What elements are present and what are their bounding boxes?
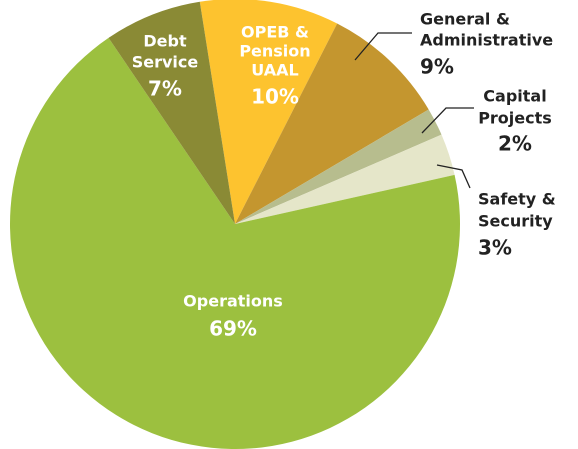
slice-label: Safety & [478, 190, 556, 209]
slice-label: Security [478, 212, 553, 231]
slice-label: Operations [183, 292, 283, 311]
slice-label: OPEB & [241, 23, 309, 42]
leader-line [421, 107, 474, 134]
slice-label: Service [132, 53, 199, 72]
value-label: 9% [420, 55, 454, 79]
pie-slice [235, 109, 442, 224]
value-label: 10% [251, 85, 299, 109]
value-label: 69% [209, 317, 257, 341]
value-label: 3% [478, 236, 512, 260]
slice-label: Pension [239, 42, 310, 61]
pie-slice [235, 23, 429, 225]
slice-label: Administrative [420, 31, 553, 50]
value-label: 7% [148, 77, 182, 101]
slice-label: Capital [483, 87, 546, 106]
leader-line [436, 164, 471, 189]
slice-label: General & [420, 10, 510, 29]
pie-slice [235, 134, 455, 224]
value-label: 2% [498, 132, 532, 156]
slice-label: Debt [143, 32, 187, 51]
leader-line [354, 32, 412, 61]
pie-slice [199, 0, 338, 224]
pie-slice [108, 1, 235, 224]
pie-slice [10, 37, 460, 449]
slice-label: UAAL [251, 61, 298, 80]
slice-label: Projects [478, 109, 552, 128]
